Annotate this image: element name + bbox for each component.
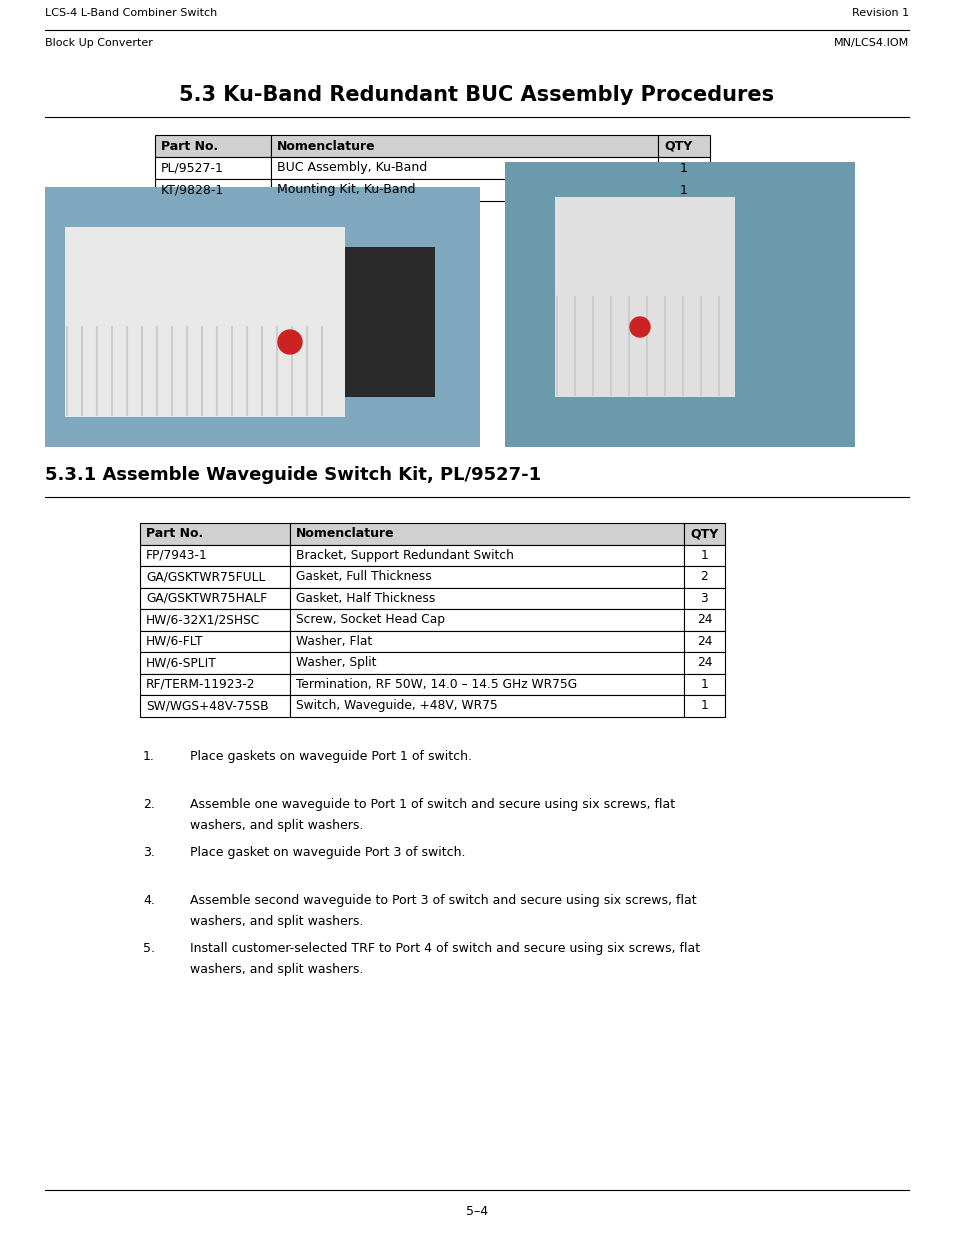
Text: 3: 3 <box>700 592 707 605</box>
Bar <box>504 162 854 447</box>
Bar <box>658 135 709 157</box>
Text: Part No.: Part No. <box>161 140 218 152</box>
Bar <box>154 179 271 201</box>
Bar <box>140 522 290 545</box>
Text: Washer, Flat: Washer, Flat <box>295 635 372 647</box>
Bar <box>290 545 683 566</box>
Bar <box>683 695 724 716</box>
Circle shape <box>629 317 649 337</box>
Text: PL/9527-1: PL/9527-1 <box>161 162 224 174</box>
Bar <box>658 157 709 179</box>
Text: 1: 1 <box>700 699 707 713</box>
Text: 5–4: 5–4 <box>465 1205 488 1218</box>
Text: 24: 24 <box>696 614 711 626</box>
Text: SW/WGS+48V-75SB: SW/WGS+48V-75SB <box>146 699 269 713</box>
Bar <box>683 609 724 631</box>
Bar <box>683 631 724 652</box>
Text: washers, and split washers.: washers, and split washers. <box>190 963 363 977</box>
Text: HW/6-32X1/2SHSC: HW/6-32X1/2SHSC <box>146 614 260 626</box>
Bar <box>271 157 658 179</box>
Bar <box>154 135 271 157</box>
Text: Mounting Kit, Ku-Band: Mounting Kit, Ku-Band <box>276 184 416 196</box>
Text: GA/GSKTWR75HALF: GA/GSKTWR75HALF <box>146 592 267 605</box>
Text: Gasket, Half Thickness: Gasket, Half Thickness <box>295 592 435 605</box>
Text: Assemble one waveguide to Port 1 of switch and secure using six screws, flat: Assemble one waveguide to Port 1 of swit… <box>190 798 675 811</box>
Bar <box>45 186 479 447</box>
Bar <box>683 522 724 545</box>
Bar <box>290 673 683 695</box>
Text: 3.: 3. <box>143 846 154 860</box>
Text: 1.: 1. <box>143 750 154 763</box>
Bar <box>290 695 683 716</box>
Bar <box>140 652 290 673</box>
Bar <box>140 609 290 631</box>
Text: KT/9828-1: KT/9828-1 <box>161 184 224 196</box>
Bar <box>140 673 290 695</box>
Text: Nomenclature: Nomenclature <box>276 140 375 152</box>
Bar <box>658 179 709 201</box>
Text: MN/LCS4.IOM: MN/LCS4.IOM <box>833 38 908 48</box>
Text: Switch, Waveguide, +48V, WR75: Switch, Waveguide, +48V, WR75 <box>295 699 497 713</box>
Text: Washer, Split: Washer, Split <box>295 656 375 669</box>
Bar <box>140 566 290 588</box>
Text: FP/7943-1: FP/7943-1 <box>146 548 208 562</box>
Text: 2: 2 <box>700 571 707 583</box>
Bar <box>290 588 683 609</box>
Text: Place gaskets on waveguide Port 1 of switch.: Place gaskets on waveguide Port 1 of swi… <box>190 750 472 763</box>
Text: 5.3.1 Assemble Waveguide Switch Kit, PL/9527-1: 5.3.1 Assemble Waveguide Switch Kit, PL/… <box>45 466 540 484</box>
Text: washers, and split washers.: washers, and split washers. <box>190 820 363 832</box>
Bar <box>140 545 290 566</box>
Bar <box>683 673 724 695</box>
Bar <box>271 135 658 157</box>
Bar <box>683 588 724 609</box>
Text: Termination, RF 50W, 14.0 – 14.5 GHz WR75G: Termination, RF 50W, 14.0 – 14.5 GHz WR7… <box>295 678 577 690</box>
Circle shape <box>277 330 302 354</box>
Bar <box>290 522 683 545</box>
Text: Gasket, Full Thickness: Gasket, Full Thickness <box>295 571 431 583</box>
Text: Screw, Socket Head Cap: Screw, Socket Head Cap <box>295 614 444 626</box>
Bar <box>271 179 658 201</box>
Bar <box>290 631 683 652</box>
Text: 4.: 4. <box>143 894 154 906</box>
Bar <box>140 631 290 652</box>
Text: 1: 1 <box>679 162 687 174</box>
Bar <box>290 566 683 588</box>
Text: 24: 24 <box>696 635 711 647</box>
Bar <box>154 157 271 179</box>
Text: 5.: 5. <box>143 942 154 955</box>
Text: Nomenclature: Nomenclature <box>295 527 394 540</box>
Bar <box>345 247 435 396</box>
Text: Install customer-selected TRF to Port 4 of switch and secure using six screws, f: Install customer-selected TRF to Port 4 … <box>190 942 700 955</box>
Bar <box>140 588 290 609</box>
Text: Bracket, Support Redundant Switch: Bracket, Support Redundant Switch <box>295 548 513 562</box>
Bar <box>683 566 724 588</box>
Text: BUC Assembly, Ku-Band: BUC Assembly, Ku-Band <box>276 162 427 174</box>
Text: 24: 24 <box>696 656 711 669</box>
Text: Block Up Converter: Block Up Converter <box>45 38 152 48</box>
Text: washers, and split washers.: washers, and split washers. <box>190 915 363 929</box>
Bar <box>290 609 683 631</box>
Text: HW/6-FLT: HW/6-FLT <box>146 635 203 647</box>
Bar <box>65 227 345 417</box>
Text: 1: 1 <box>700 678 707 690</box>
Text: Place gasket on waveguide Port 3 of switch.: Place gasket on waveguide Port 3 of swit… <box>190 846 465 860</box>
Text: 1: 1 <box>700 548 707 562</box>
Text: Part No.: Part No. <box>146 527 203 540</box>
Text: Revision 1: Revision 1 <box>851 7 908 19</box>
Bar <box>683 652 724 673</box>
Text: HW/6-SPLIT: HW/6-SPLIT <box>146 656 216 669</box>
Text: 1: 1 <box>679 184 687 196</box>
Bar <box>683 545 724 566</box>
Text: QTY: QTY <box>663 140 692 152</box>
Text: Assemble second waveguide to Port 3 of switch and secure using six screws, flat: Assemble second waveguide to Port 3 of s… <box>190 894 696 906</box>
Bar <box>290 652 683 673</box>
Text: QTY: QTY <box>689 527 718 540</box>
Text: LCS-4 L-Band Combiner Switch: LCS-4 L-Band Combiner Switch <box>45 7 217 19</box>
Bar <box>555 198 734 396</box>
Text: 5.3 Ku-Band Redundant BUC Assembly Procedures: 5.3 Ku-Band Redundant BUC Assembly Proce… <box>179 85 774 105</box>
Bar <box>140 695 290 716</box>
Text: RF/TERM-11923-2: RF/TERM-11923-2 <box>146 678 255 690</box>
Text: GA/GSKTWR75FULL: GA/GSKTWR75FULL <box>146 571 265 583</box>
Text: 2.: 2. <box>143 798 154 811</box>
